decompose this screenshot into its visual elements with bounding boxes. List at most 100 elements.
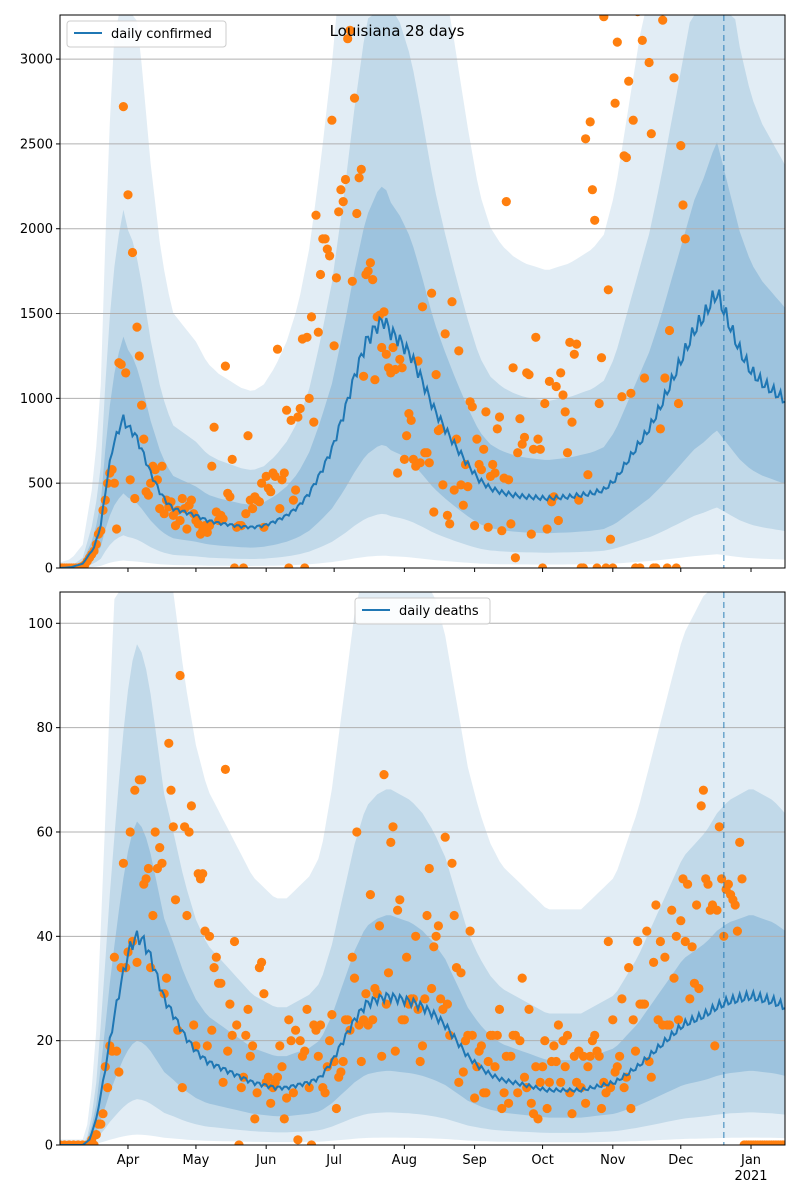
deaths-point xyxy=(417,1041,428,1051)
confirmed-point xyxy=(356,164,366,174)
deaths-point xyxy=(497,1103,507,1114)
deaths-point xyxy=(581,1098,591,1108)
confirmed-point xyxy=(347,276,357,286)
deaths-point xyxy=(630,1046,641,1056)
deaths-point xyxy=(204,931,215,941)
confirmed-point xyxy=(236,521,246,531)
deaths-point xyxy=(250,1114,260,1124)
confirmed-point xyxy=(492,424,502,434)
deaths-point xyxy=(673,1015,684,1025)
confirmed-point xyxy=(671,563,681,568)
confirmed-point xyxy=(143,490,153,500)
confirmed-point xyxy=(470,521,480,531)
confirmed-point xyxy=(617,392,627,402)
deaths-point xyxy=(483,1056,493,1067)
confirmed-point xyxy=(266,487,276,497)
confirmed-point xyxy=(585,117,595,127)
confirmed-point xyxy=(497,526,507,536)
deaths-point xyxy=(227,1030,237,1040)
confirmed-point xyxy=(526,529,536,539)
deaths-point xyxy=(492,1030,502,1040)
deaths-point xyxy=(490,1062,500,1072)
confirmed-point xyxy=(442,510,452,520)
deaths-point xyxy=(499,1088,509,1098)
confirmed-point xyxy=(127,247,138,258)
confirmed-point xyxy=(132,322,142,332)
deaths-point xyxy=(714,822,724,832)
confirmed-point xyxy=(313,327,323,337)
confirmed-ytick-label-1000: 1000 xyxy=(20,392,53,407)
deaths-point xyxy=(112,1046,122,1056)
deaths-point xyxy=(732,926,743,936)
confirmed-point xyxy=(209,422,219,432)
deaths-point xyxy=(202,1041,212,1051)
deaths-point xyxy=(506,1051,516,1061)
confirmed-point xyxy=(393,468,403,478)
deaths-point xyxy=(89,1140,99,1145)
deaths-point xyxy=(567,1109,577,1119)
deaths-point xyxy=(130,785,140,795)
confirmed-point xyxy=(445,519,455,529)
confirmed-point xyxy=(261,471,271,481)
confirmed-point xyxy=(440,329,450,339)
confirmed-point xyxy=(279,468,289,478)
deaths-point xyxy=(544,1077,555,1087)
deaths-point xyxy=(361,989,371,999)
confirmed-point xyxy=(651,563,661,568)
deaths-ytick-label-20: 20 xyxy=(36,1034,53,1049)
confirmed-point xyxy=(406,415,416,425)
deaths-ytick-label-40: 40 xyxy=(36,930,53,945)
confirmed-point xyxy=(531,332,541,342)
confirmed-point xyxy=(286,415,296,425)
confirmed-point xyxy=(125,475,135,485)
confirmed-point xyxy=(177,493,187,504)
confirmed-legend-box xyxy=(66,20,227,48)
confirmed-point xyxy=(431,370,441,380)
confirmed-legend-label: daily confirmed xyxy=(111,27,212,42)
deaths-point xyxy=(272,1072,283,1082)
confirmed-ytick-label-0: 0 xyxy=(45,562,53,577)
confirmed-point xyxy=(365,258,375,268)
confirmed-point xyxy=(644,57,654,68)
confirmed-point xyxy=(395,354,405,364)
confirmed-point xyxy=(309,417,319,427)
confirmed-point xyxy=(504,475,514,485)
deaths-point xyxy=(481,1088,491,1098)
deaths-point xyxy=(157,858,167,868)
confirmed-point xyxy=(422,448,432,458)
confirmed-point xyxy=(225,492,235,502)
deaths-point xyxy=(664,1020,675,1030)
deaths-point xyxy=(282,1093,292,1103)
deaths-point xyxy=(608,1015,618,1025)
confirmed-point xyxy=(417,302,428,312)
x-tick-label-jan: Jan xyxy=(740,1153,761,1168)
deaths-point xyxy=(223,1046,233,1056)
confirmed-point xyxy=(379,307,389,317)
confirmed-point xyxy=(345,25,355,35)
x-tick-label-may: May xyxy=(182,1153,209,1168)
confirmed-point xyxy=(295,403,305,414)
deaths-observed-points xyxy=(60,670,785,1145)
deaths-point xyxy=(615,1051,625,1061)
deaths-band-1 xyxy=(60,592,785,1145)
deaths-ytick-label-80: 80 xyxy=(36,721,53,736)
confirmed-point xyxy=(558,390,568,400)
deaths-point xyxy=(669,973,679,983)
deaths-point xyxy=(619,1083,629,1093)
deaths-point xyxy=(642,926,652,936)
deaths-point xyxy=(356,1056,366,1067)
confirmed-point xyxy=(583,470,593,480)
deaths-point xyxy=(198,869,208,879)
confirmed-point xyxy=(254,497,264,507)
x-tick-label-apr: Apr xyxy=(117,1153,140,1168)
deaths-point xyxy=(549,1041,559,1051)
confirmed-x-ticks xyxy=(127,568,752,572)
deaths-point xyxy=(388,822,398,832)
deaths-point xyxy=(517,973,527,983)
deaths-point xyxy=(538,1062,548,1072)
confirmed-point xyxy=(610,98,620,108)
confirmed-point xyxy=(599,15,609,22)
confirmed-chart-panel: 0 500 1000 1500 2000 2500 3000 Louisiana 28 da… xyxy=(20,14,786,577)
confirmed-point xyxy=(624,76,634,86)
deaths-point xyxy=(422,910,432,921)
